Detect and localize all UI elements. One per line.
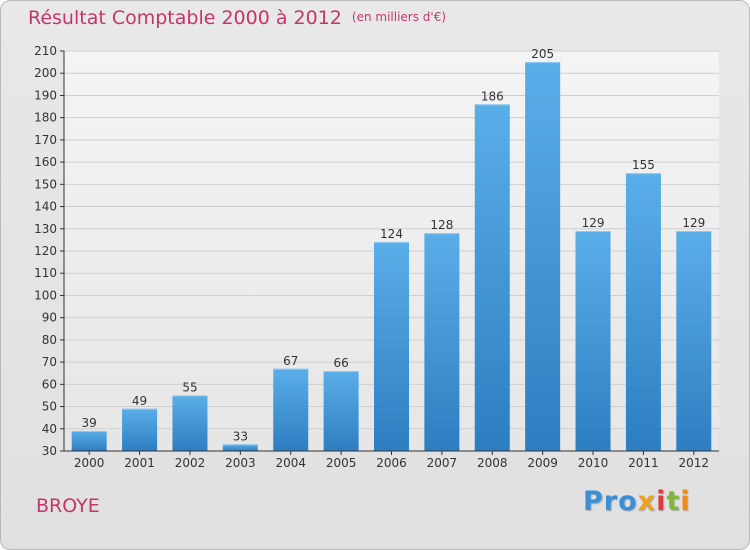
bar-2001 (122, 408, 158, 451)
bar-2010 (575, 231, 611, 451)
bar-2006 (374, 242, 409, 451)
x-tick-label: 2003 (225, 456, 256, 470)
bar-value-label: 129 (582, 216, 605, 230)
bar-value-label: 128 (430, 218, 453, 232)
commune-name: BROYE (36, 495, 100, 517)
x-tick-label: 2001 (124, 456, 155, 470)
y-tick-label: 150 (34, 177, 57, 191)
bar-value-label: 155 (632, 158, 655, 172)
bar-2002 (172, 395, 208, 451)
chart-title: Résultat Comptable 2000 à 2012 (en millie… (28, 7, 446, 29)
x-tick-label: 2011 (628, 456, 659, 470)
bar-2008 (474, 104, 510, 451)
bar-2000 (71, 431, 107, 451)
proxiti-logo: Proxiti (583, 486, 691, 517)
bar-2011 (625, 173, 661, 451)
y-tick-label: 210 (34, 44, 57, 58)
bar-2012 (676, 231, 712, 451)
bar-2009 (525, 62, 561, 451)
bar-value-label: 129 (682, 216, 705, 230)
y-tick-label: 80 (42, 333, 57, 347)
logo-part-3: i (656, 486, 667, 517)
bar-2007 (424, 233, 460, 451)
logo-part-1: Pro (583, 486, 638, 517)
bar-value-label: 186 (481, 89, 504, 103)
bar-value-label: 33 (233, 429, 248, 443)
y-tick-label: 100 (34, 288, 57, 302)
bar-value-label: 49 (132, 394, 147, 408)
bar-value-label: 205 (531, 47, 554, 61)
x-tick-label: 2010 (578, 456, 609, 470)
y-tick-label: 140 (34, 200, 57, 214)
x-tick-label: 2000 (74, 456, 105, 470)
x-tick-label: 2006 (376, 456, 407, 470)
y-tick-label: 190 (34, 88, 57, 102)
x-tick-label: 2002 (175, 456, 206, 470)
x-tick-label: 2004 (275, 456, 306, 470)
y-tick-label: 30 (42, 444, 57, 458)
chart-title-unit: (en milliers d'€) (351, 10, 447, 24)
logo-part-4: t (666, 486, 681, 517)
y-tick-label: 180 (34, 111, 57, 125)
y-tick-label: 200 (34, 66, 57, 80)
y-tick-label: 170 (34, 133, 57, 147)
bar-value-label: 39 (82, 416, 97, 430)
x-tick-label: 2008 (477, 456, 508, 470)
y-tick-label: 60 (42, 377, 57, 391)
y-tick-label: 70 (42, 355, 57, 369)
bar-value-label: 55 (182, 380, 197, 394)
bar-2005 (323, 371, 359, 451)
x-tick-label: 2005 (326, 456, 357, 470)
y-tick-label: 50 (42, 400, 57, 414)
x-tick-label: 2007 (427, 456, 458, 470)
bar-value-label: 124 (380, 227, 403, 241)
y-tick-label: 160 (34, 155, 57, 169)
y-tick-label: 120 (34, 244, 57, 258)
x-tick-label: 2009 (527, 456, 558, 470)
bar-value-label: 67 (283, 354, 298, 368)
bar-2003 (222, 444, 258, 451)
bar-value-label: 66 (333, 356, 348, 370)
y-tick-label: 130 (34, 222, 57, 236)
bar-2004 (273, 368, 309, 451)
y-tick-label: 110 (34, 266, 57, 280)
x-tick-label: 2012 (679, 456, 710, 470)
chart-title-main: Résultat Comptable 2000 à 2012 (28, 7, 342, 29)
y-tick-label: 90 (42, 311, 57, 325)
y-tick-label: 40 (42, 422, 57, 436)
logo-part-2: x (637, 486, 657, 517)
logo-part-5: i (680, 486, 691, 517)
